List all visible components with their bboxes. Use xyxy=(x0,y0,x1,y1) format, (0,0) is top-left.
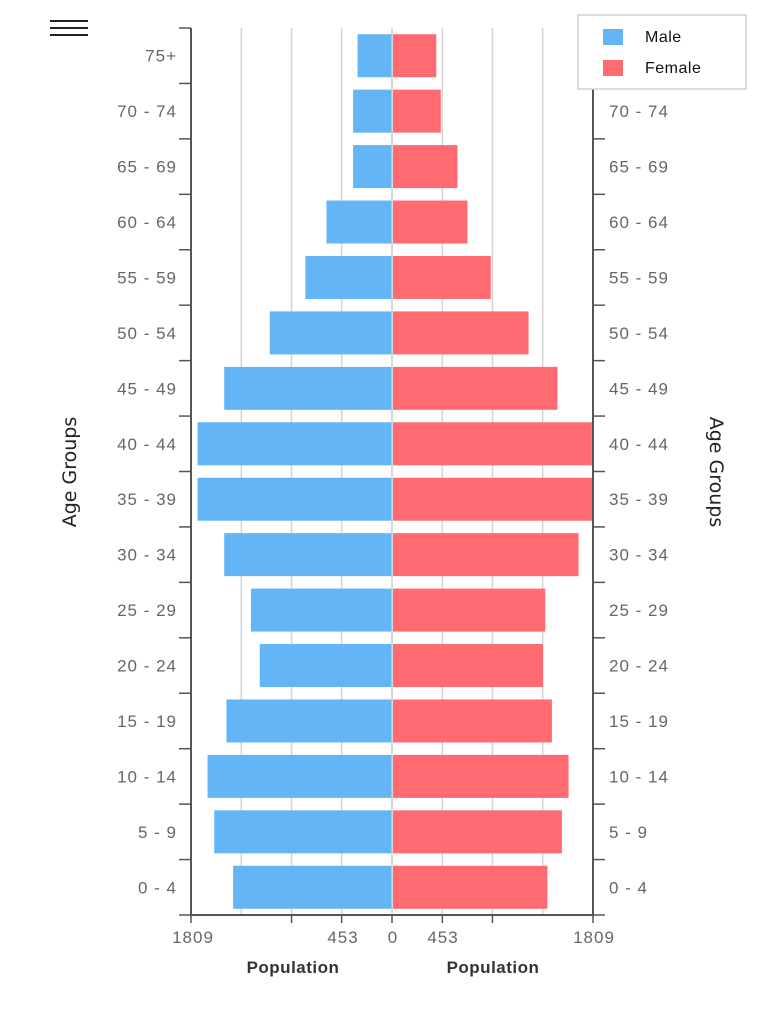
y-tick-label-left: 50 - 54 xyxy=(117,324,177,343)
bar-male xyxy=(357,34,392,78)
bar-female xyxy=(393,311,529,355)
y-tick-label-left: 55 - 59 xyxy=(117,268,177,287)
bar-male xyxy=(224,366,392,410)
bar-female xyxy=(393,588,546,632)
bars xyxy=(197,34,594,909)
bar-female xyxy=(393,34,437,78)
bar-female xyxy=(393,477,594,521)
x-axis-title-left: Population xyxy=(247,958,340,977)
y-tick-labels-left: 75+ 70 - 74 65 - 69 60 - 64 55 - 59 50 - 54 45… xyxy=(117,47,177,898)
bar-male xyxy=(305,255,392,299)
hamburger-menu-icon[interactable] xyxy=(50,20,88,38)
y-tick-label-right: 5 - 9 xyxy=(609,823,648,842)
x-tick-zero: 0 xyxy=(388,928,398,947)
y-tick-label-right: 30 - 34 xyxy=(609,546,669,565)
y-tick-label-right: 40 - 44 xyxy=(609,435,669,454)
y-tick-label-right: 70 - 74 xyxy=(609,102,669,121)
bar-female xyxy=(393,533,579,577)
y-tick-label-left: 70 - 74 xyxy=(117,102,177,121)
bar-male xyxy=(233,865,392,909)
bar-female xyxy=(393,644,543,688)
legend: Male Female xyxy=(577,14,747,90)
y-tick-label-right: 55 - 59 xyxy=(609,268,669,287)
y-tick-label-left: 10 - 14 xyxy=(117,767,177,786)
x-tick-right-mid: 453 xyxy=(427,928,458,947)
bar-male xyxy=(226,699,392,743)
bar-female xyxy=(393,200,468,244)
y-tick-label-right: 60 - 64 xyxy=(609,213,669,232)
y-tick-label-right: 20 - 24 xyxy=(609,657,669,676)
bar-male xyxy=(214,810,392,854)
y-tick-label-right: 10 - 14 xyxy=(609,767,669,786)
legend-swatch-male xyxy=(603,29,623,45)
bar-male xyxy=(353,89,392,133)
x-tick-left-max: 1809 xyxy=(172,928,214,947)
bar-male xyxy=(326,200,392,244)
bar-male xyxy=(250,588,392,632)
legend-box xyxy=(577,14,747,90)
legend-label-female[interactable]: Female xyxy=(645,60,701,77)
y-tick-label-left: 30 - 34 xyxy=(117,546,177,565)
y-tick-label-left: 40 - 44 xyxy=(117,435,177,454)
y-tick-label-right: 45 - 49 xyxy=(609,379,669,398)
y-axis-title-left: Age Groups xyxy=(59,417,81,528)
y-tick-label-right: 0 - 4 xyxy=(609,878,648,897)
x-tick-right-max: 1809 xyxy=(573,928,615,947)
bar-male xyxy=(224,533,392,577)
bar-female xyxy=(393,810,562,854)
bar-male xyxy=(269,311,392,355)
bar-female xyxy=(393,366,558,410)
y-tick-label-left: 75+ xyxy=(145,47,177,66)
y-tick-label-left: 25 - 29 xyxy=(117,601,177,620)
y-tick-label-right: 15 - 19 xyxy=(609,712,669,731)
y-tick-label-left: 0 - 4 xyxy=(138,878,177,897)
x-tick-left-mid: 453 xyxy=(327,928,358,947)
legend-swatch-female xyxy=(603,60,623,76)
y-tick-label-left: 15 - 19 xyxy=(117,712,177,731)
y-tick-label-left: 60 - 64 xyxy=(117,213,177,232)
bar-female xyxy=(393,255,491,299)
y-tick-label-right: 65 - 69 xyxy=(609,158,669,177)
y-tick-label-left: 20 - 24 xyxy=(117,657,177,676)
bar-female xyxy=(393,422,592,466)
y-tick-label-right: 25 - 29 xyxy=(609,601,669,620)
y-tick-label-left: 65 - 69 xyxy=(117,158,177,177)
y-tick-label-left: 45 - 49 xyxy=(117,379,177,398)
legend-label-male[interactable]: Male xyxy=(645,29,682,46)
bar-female xyxy=(393,865,548,909)
bar-male xyxy=(197,477,392,521)
bar-male xyxy=(353,145,392,189)
bar-male xyxy=(197,422,392,466)
y-tick-label-left: 35 - 39 xyxy=(117,490,177,509)
y-tick-label-right: 50 - 54 xyxy=(609,324,669,343)
bar-female xyxy=(393,89,441,133)
bar-female xyxy=(393,699,552,743)
bar-female xyxy=(393,145,458,189)
y-tick-label-left: 5 - 9 xyxy=(138,823,177,842)
y-axis-title-right: Age Groups xyxy=(705,417,727,528)
bar-female xyxy=(393,754,569,798)
bar-male xyxy=(207,754,392,798)
y-tick-label-right: 35 - 39 xyxy=(609,490,669,509)
bar-male xyxy=(259,644,392,688)
x-axis-title-right: Population xyxy=(447,958,540,977)
